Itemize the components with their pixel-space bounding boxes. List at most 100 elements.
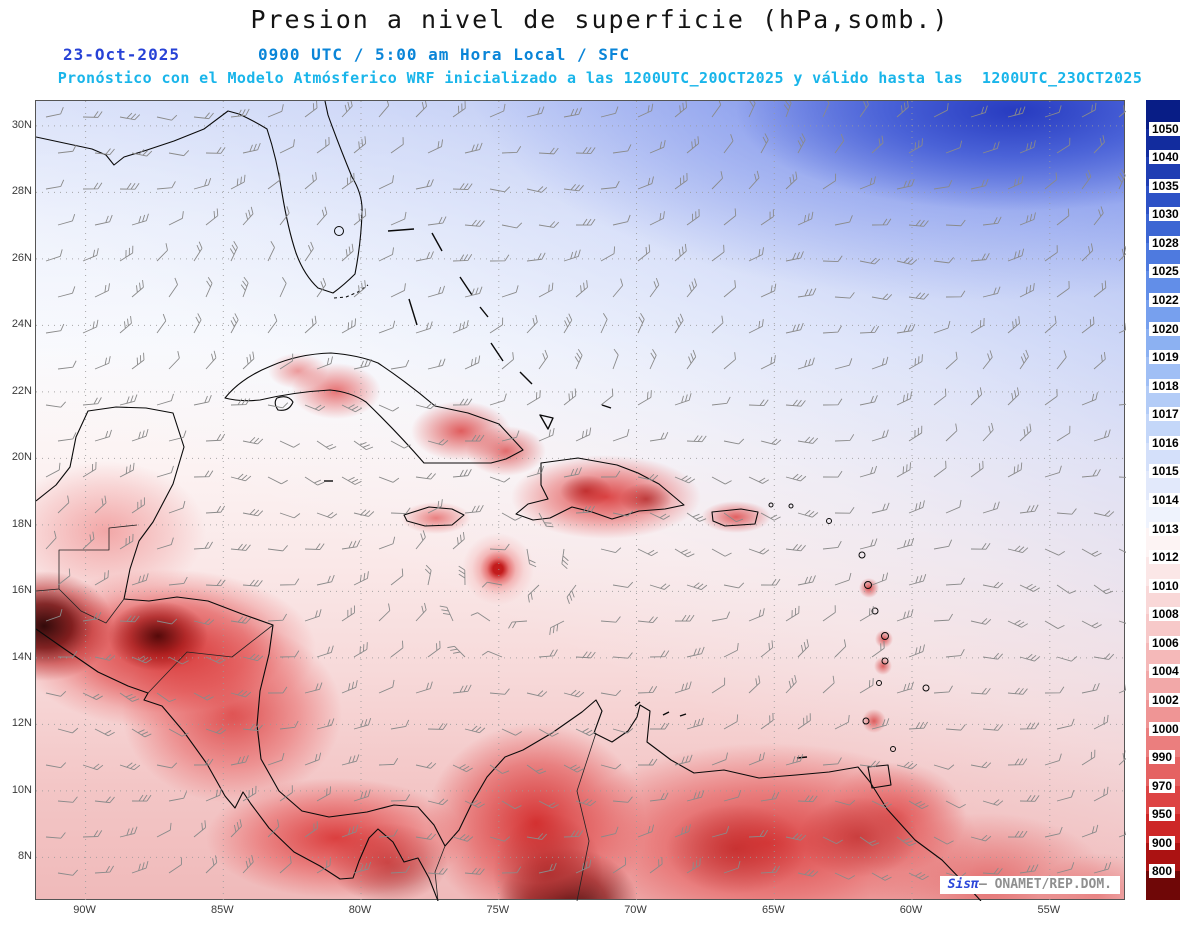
lake-okeechobee xyxy=(334,226,344,236)
island-st-lucia xyxy=(881,657,889,665)
lat-tick-14N: 14N xyxy=(11,650,32,663)
island-grenada xyxy=(862,717,870,725)
coast-trinidad xyxy=(867,764,892,789)
colorbar-label: 800 xyxy=(1149,864,1176,879)
colorbar-label: 1025 xyxy=(1149,264,1182,279)
lon-tick-70W: 70W xyxy=(624,904,647,916)
colorbar-label: 1022 xyxy=(1149,293,1182,307)
island-aruba xyxy=(634,701,641,707)
coast-grand-bahama xyxy=(387,228,415,232)
colorbar-label: 1040 xyxy=(1149,150,1182,165)
island-dominica xyxy=(871,607,879,615)
coast-florida xyxy=(36,101,363,294)
time-label: 0900 UTC / 5:00 am Hora Local / SFC xyxy=(258,45,631,64)
lat-tick-26N: 26N xyxy=(11,251,32,264)
colorbar-label: 1002 xyxy=(1149,693,1182,707)
colorbar-label: 1000 xyxy=(1149,721,1182,736)
forecast-label: Pronóstico con el Modelo Atmósferico WRF… xyxy=(57,69,1143,87)
colorbar-label: 1017 xyxy=(1149,407,1182,422)
coast-pacific xyxy=(36,628,439,901)
coast-andros xyxy=(408,298,418,326)
colorbar-label: 990 xyxy=(1149,750,1176,765)
lat-tick-22N: 22N xyxy=(11,384,32,397)
coast-turks xyxy=(601,404,612,409)
page-title: Presion a nivel de superficie (hPa,somb.… xyxy=(250,5,950,34)
lon-tick-60W: 60W xyxy=(899,904,923,916)
lat-tick-18N: 18N xyxy=(11,517,32,530)
coast-isla-juventud xyxy=(274,396,294,411)
watermark: Sisπ— ONAMET/REP.DOM. xyxy=(939,876,1120,894)
island-st-martin xyxy=(826,518,832,524)
island-virgin-1 xyxy=(768,502,774,508)
island-tobago xyxy=(890,746,896,752)
coastlines xyxy=(36,101,982,901)
border-honduras-nicaragua xyxy=(147,624,274,694)
date-label: 23-Oct-2025 xyxy=(63,45,180,64)
coast-long-island xyxy=(490,342,504,362)
lon-tick-90W: 90W xyxy=(73,904,96,916)
lat-tick-28N: 28N xyxy=(11,185,32,198)
colorbar-label: 1019 xyxy=(1149,350,1182,365)
coast-florida-keys xyxy=(333,284,369,299)
border-panama-colombia xyxy=(434,845,446,901)
colorbar-label: 1035 xyxy=(1149,178,1182,193)
gridlines xyxy=(36,101,1126,901)
colorbar-label: 1006 xyxy=(1149,635,1182,650)
coast-central-america xyxy=(36,406,982,901)
colorbar-label: 1012 xyxy=(1149,550,1182,565)
colorbar-label: 1013 xyxy=(1149,521,1182,536)
lat-tick-30N: 30N xyxy=(11,118,32,131)
colorbar-label: 1018 xyxy=(1149,378,1182,393)
coast-jamaica xyxy=(403,506,465,527)
colorbar-label: 1004 xyxy=(1149,664,1182,679)
colorbar-label: 1014 xyxy=(1149,493,1182,507)
colorbar-label: 1050 xyxy=(1149,121,1182,136)
lon-tick-75W: 75W xyxy=(486,904,510,916)
wind-barbs xyxy=(45,101,1126,881)
coast-hispaniola xyxy=(515,457,685,521)
island-virgin-2 xyxy=(788,503,794,509)
island-antigua xyxy=(858,551,866,559)
coast-cat-island xyxy=(479,306,489,318)
lat-tick-10N: 10N xyxy=(11,783,32,796)
lat-tick-16N: 16N xyxy=(11,584,32,597)
lon-tick-80W: 80W xyxy=(348,904,372,916)
colorbar-label: 1030 xyxy=(1149,207,1182,222)
colorbar-label: 970 xyxy=(1149,778,1176,793)
lat-tick-24N: 24N xyxy=(11,318,32,331)
colorbar-label: 900 xyxy=(1149,835,1176,850)
colorbar-label: 950 xyxy=(1149,807,1176,822)
island-bonaire xyxy=(679,713,687,717)
colorbar-label: 1008 xyxy=(1149,607,1182,622)
island-martinique xyxy=(881,632,889,640)
island-barbados xyxy=(922,684,930,692)
colorbar-label: 1010 xyxy=(1149,578,1182,593)
lat-tick-8N: 8N xyxy=(17,850,32,863)
island-guadeloupe xyxy=(864,581,872,589)
coast-cuba xyxy=(224,352,524,464)
colorbar-label: 1028 xyxy=(1149,235,1182,250)
colorbar-label: 1020 xyxy=(1149,321,1182,336)
colorbar-label: 1016 xyxy=(1149,435,1182,450)
lon-tick-55W: 55W xyxy=(1037,904,1061,916)
watermark-separator: — xyxy=(978,877,995,892)
border-colombia-venezuela xyxy=(576,732,597,901)
map-area: Sisπ— ONAMET/REP.DOM. xyxy=(35,100,1126,901)
coast-abaco xyxy=(431,232,443,252)
brand-label: Sisπ xyxy=(947,877,979,892)
coast-inagua xyxy=(539,414,554,430)
border-guatemala-mexico xyxy=(36,524,138,592)
lon-tick-85W: 85W xyxy=(210,904,234,916)
lat-tick-20N: 20N xyxy=(11,451,32,464)
island-curacao xyxy=(662,711,670,716)
lon-tick-65W: 65W xyxy=(761,904,785,916)
colorbar: 1050 1040 1035 1030 1028 1025 1022 1020 1019 1018… xyxy=(1146,100,1182,900)
island-st-vincent xyxy=(876,680,882,686)
coast-eleuthera xyxy=(459,276,473,296)
border-guatemala-honduras xyxy=(58,588,125,624)
credit-label: ONAMET/REP.DOM. xyxy=(994,877,1112,892)
coast-puerto-rico xyxy=(711,508,759,527)
lat-tick-12N: 12N xyxy=(11,717,32,730)
coast-acklins xyxy=(519,371,533,385)
colorbar-label: 1015 xyxy=(1149,464,1182,479)
